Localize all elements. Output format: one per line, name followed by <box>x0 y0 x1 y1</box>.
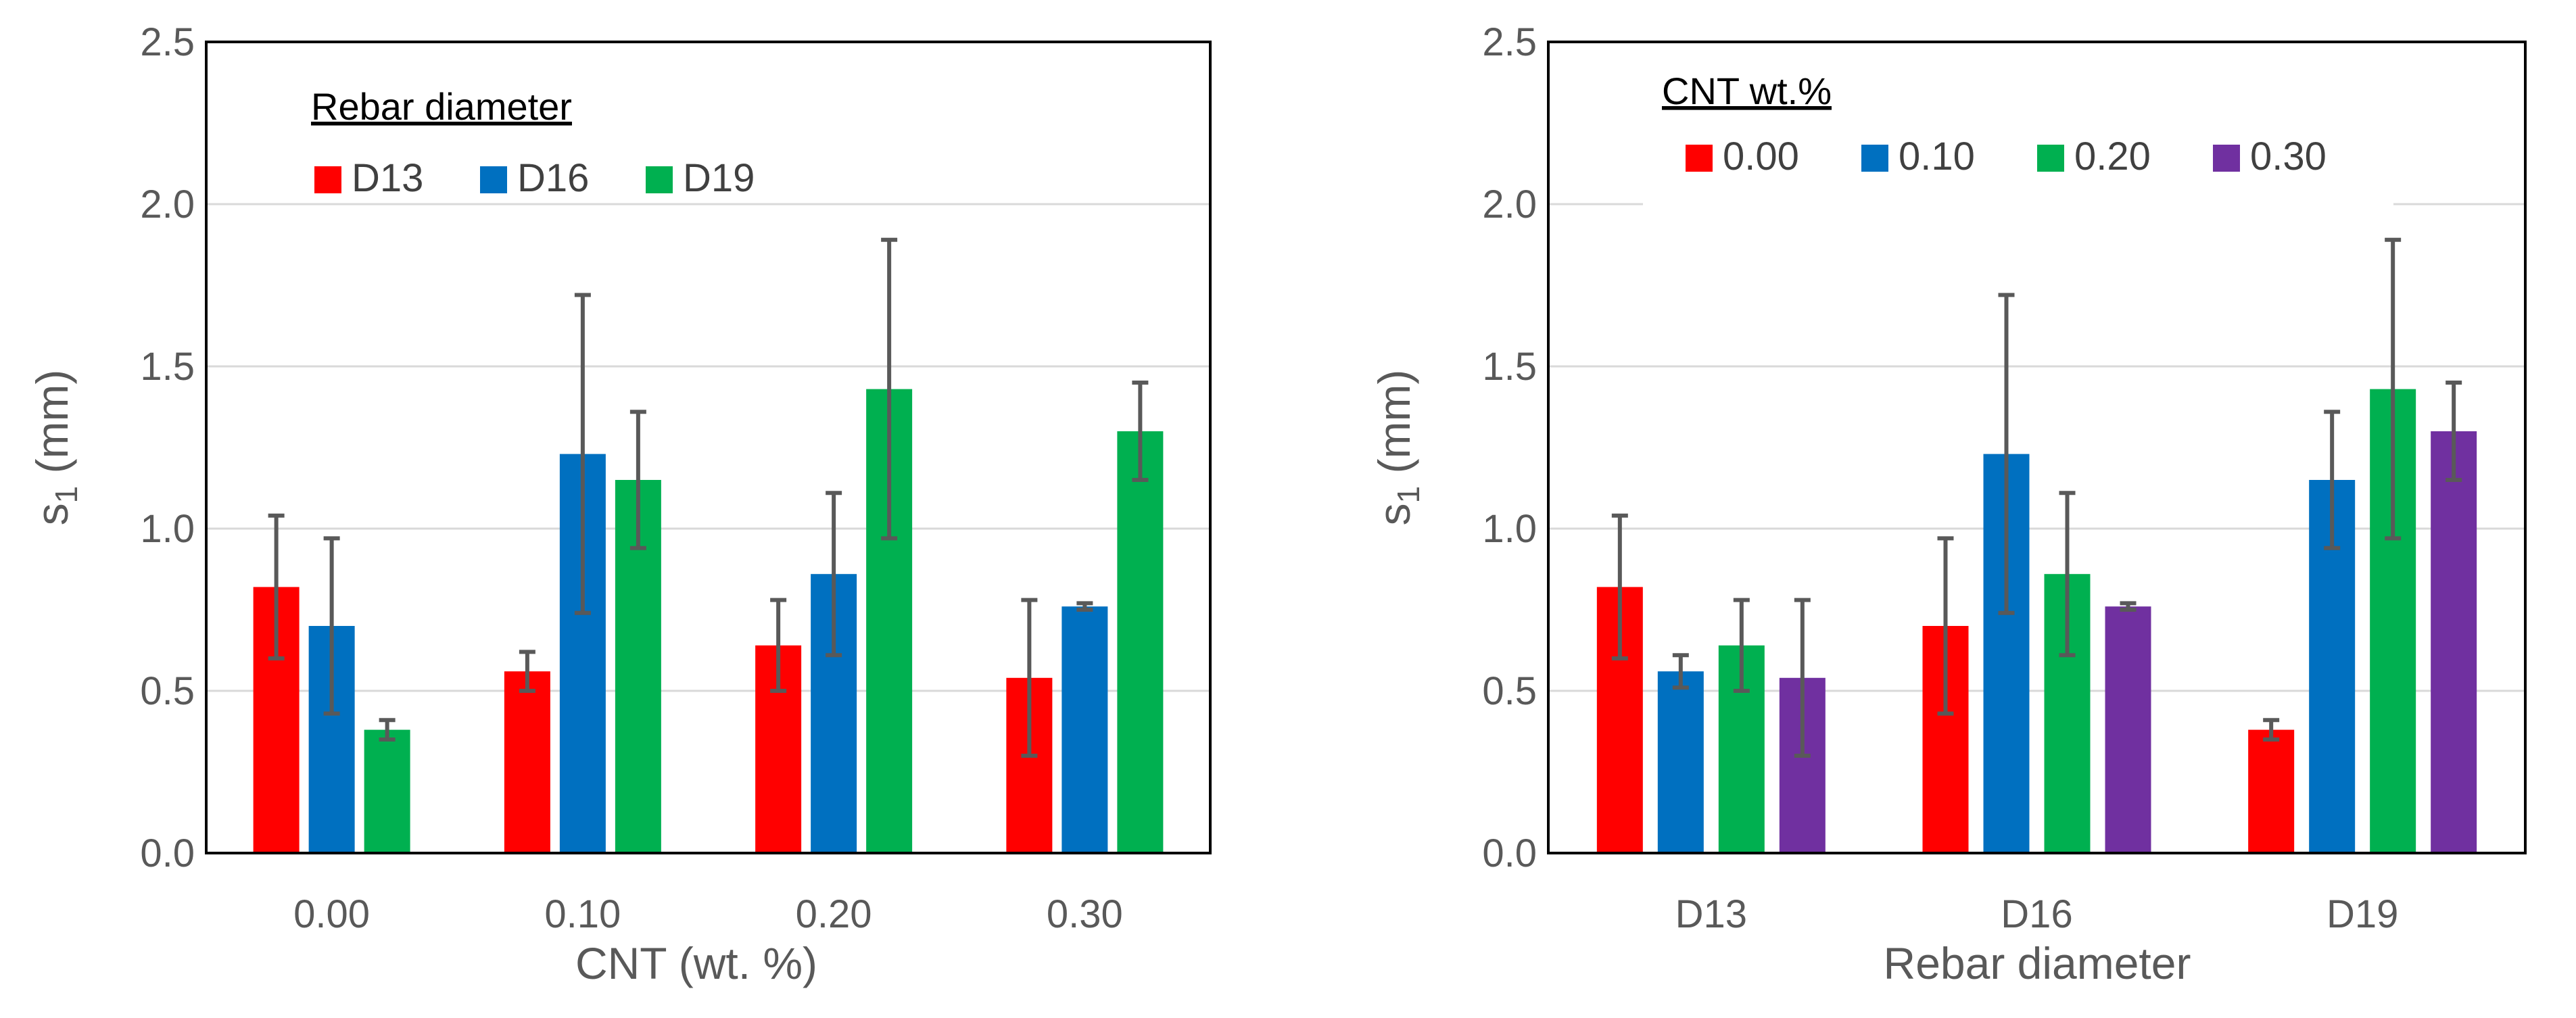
x-axis-title: Rebar diameter <box>1884 938 2191 988</box>
bar-d13 <box>504 671 550 853</box>
legend-swatch-0.10 <box>1861 145 1888 172</box>
x-tick-label: 0.20 <box>796 892 872 936</box>
legend-swatch-0.00 <box>1686 145 1713 172</box>
y-tick-label: 1.0 <box>140 507 195 551</box>
legend-label: D16 <box>517 156 589 200</box>
y-axis-title: s1 (mm) <box>27 370 84 526</box>
legend-title: Rebar diameter <box>311 85 572 128</box>
legend-swatch-0.30 <box>2213 145 2240 172</box>
legend-label: 0.20 <box>2074 135 2151 178</box>
legend-swatch-d19 <box>646 166 673 193</box>
y-axis-symbol: s <box>27 503 77 525</box>
y-tick-label: 0.0 <box>1482 831 1537 875</box>
legend-swatch-d13 <box>314 166 341 193</box>
legend-label: D19 <box>683 156 755 200</box>
x-tick-label: 0.00 <box>293 892 370 936</box>
x-axis-title: CNT (wt. %) <box>575 938 817 988</box>
x-tick-label: 0.30 <box>1047 892 1123 936</box>
plot-frame <box>1547 41 2527 854</box>
bar-0.00 <box>2248 729 2295 853</box>
y-tick-label: 2.0 <box>1482 183 1537 226</box>
chart-left: 0.0 0.5 1.0 1.5 2.0 2.5 0.00 0.10 0.20 0.30 Rebar … <box>27 20 1212 988</box>
legend-label: 0.00 <box>1723 135 1799 178</box>
y-tick-label: 2.0 <box>140 183 195 226</box>
y-tick-label: 2.5 <box>1482 20 1537 64</box>
bar-d19 <box>1117 431 1164 853</box>
legend-background <box>1643 128 2393 206</box>
y-axis-subscript: 1 <box>49 486 84 504</box>
plot-frame <box>205 41 1212 854</box>
y-axis-subscript: 1 <box>1391 486 1426 504</box>
bar-0.10 <box>1657 671 1704 853</box>
bar-0.30 <box>2431 431 2477 853</box>
y-tick-label: 1.0 <box>1482 507 1537 551</box>
y-tick-label: 0.5 <box>140 669 195 713</box>
x-tick-label: D19 <box>2327 892 2398 936</box>
y-tick-label: 0.0 <box>140 831 195 875</box>
x-tick-label: 0.10 <box>544 892 621 936</box>
y-tick-label: 1.5 <box>140 345 195 389</box>
y-axis-unit: (mm) <box>27 370 77 486</box>
x-tick-label: D16 <box>2001 892 2072 936</box>
legend-swatch-0.20 <box>2037 145 2064 172</box>
y-tick-label: 0.5 <box>1482 669 1537 713</box>
y-tick-label: 2.5 <box>140 20 195 64</box>
bar-0.30 <box>2105 606 2151 853</box>
chart-right: 0.0 0.5 1.0 1.5 2.0 2.5 D13 D16 D19 CNT wt.% 0.00 0… <box>1369 20 2527 988</box>
legend-swatch-d16 <box>480 166 507 193</box>
y-tick-label: 1.5 <box>1482 345 1537 389</box>
legend-label: 0.30 <box>2250 135 2327 178</box>
y-axis-unit: (mm) <box>1369 370 1419 486</box>
legend-label: 0.10 <box>1899 135 1975 178</box>
y-axis-symbol: s <box>1369 503 1419 525</box>
legend-title: CNT wt.% <box>1662 70 1832 112</box>
bar-d16 <box>1062 606 1108 853</box>
x-tick-label: D13 <box>1675 892 1747 936</box>
bar-d19 <box>364 729 410 853</box>
y-axis-title: s1 (mm) <box>1369 370 1426 526</box>
legend-label: D13 <box>352 156 423 200</box>
